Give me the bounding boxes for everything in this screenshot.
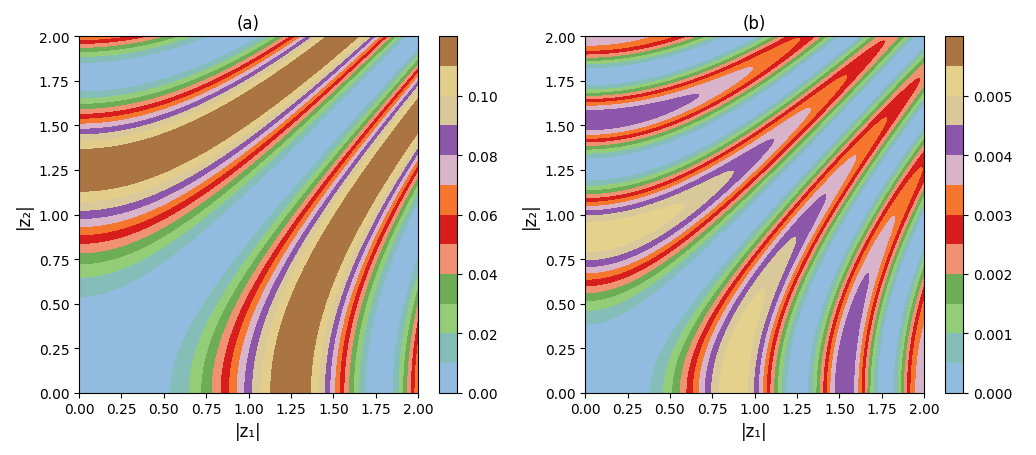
X-axis label: |z₁|: |z₁|	[235, 422, 262, 440]
Title: (b): (b)	[743, 15, 767, 33]
Y-axis label: |z₂|: |z₂|	[521, 202, 539, 228]
Title: (a): (a)	[237, 15, 260, 33]
X-axis label: |z₁|: |z₁|	[742, 422, 768, 440]
Y-axis label: |z₂|: |z₂|	[15, 202, 33, 228]
